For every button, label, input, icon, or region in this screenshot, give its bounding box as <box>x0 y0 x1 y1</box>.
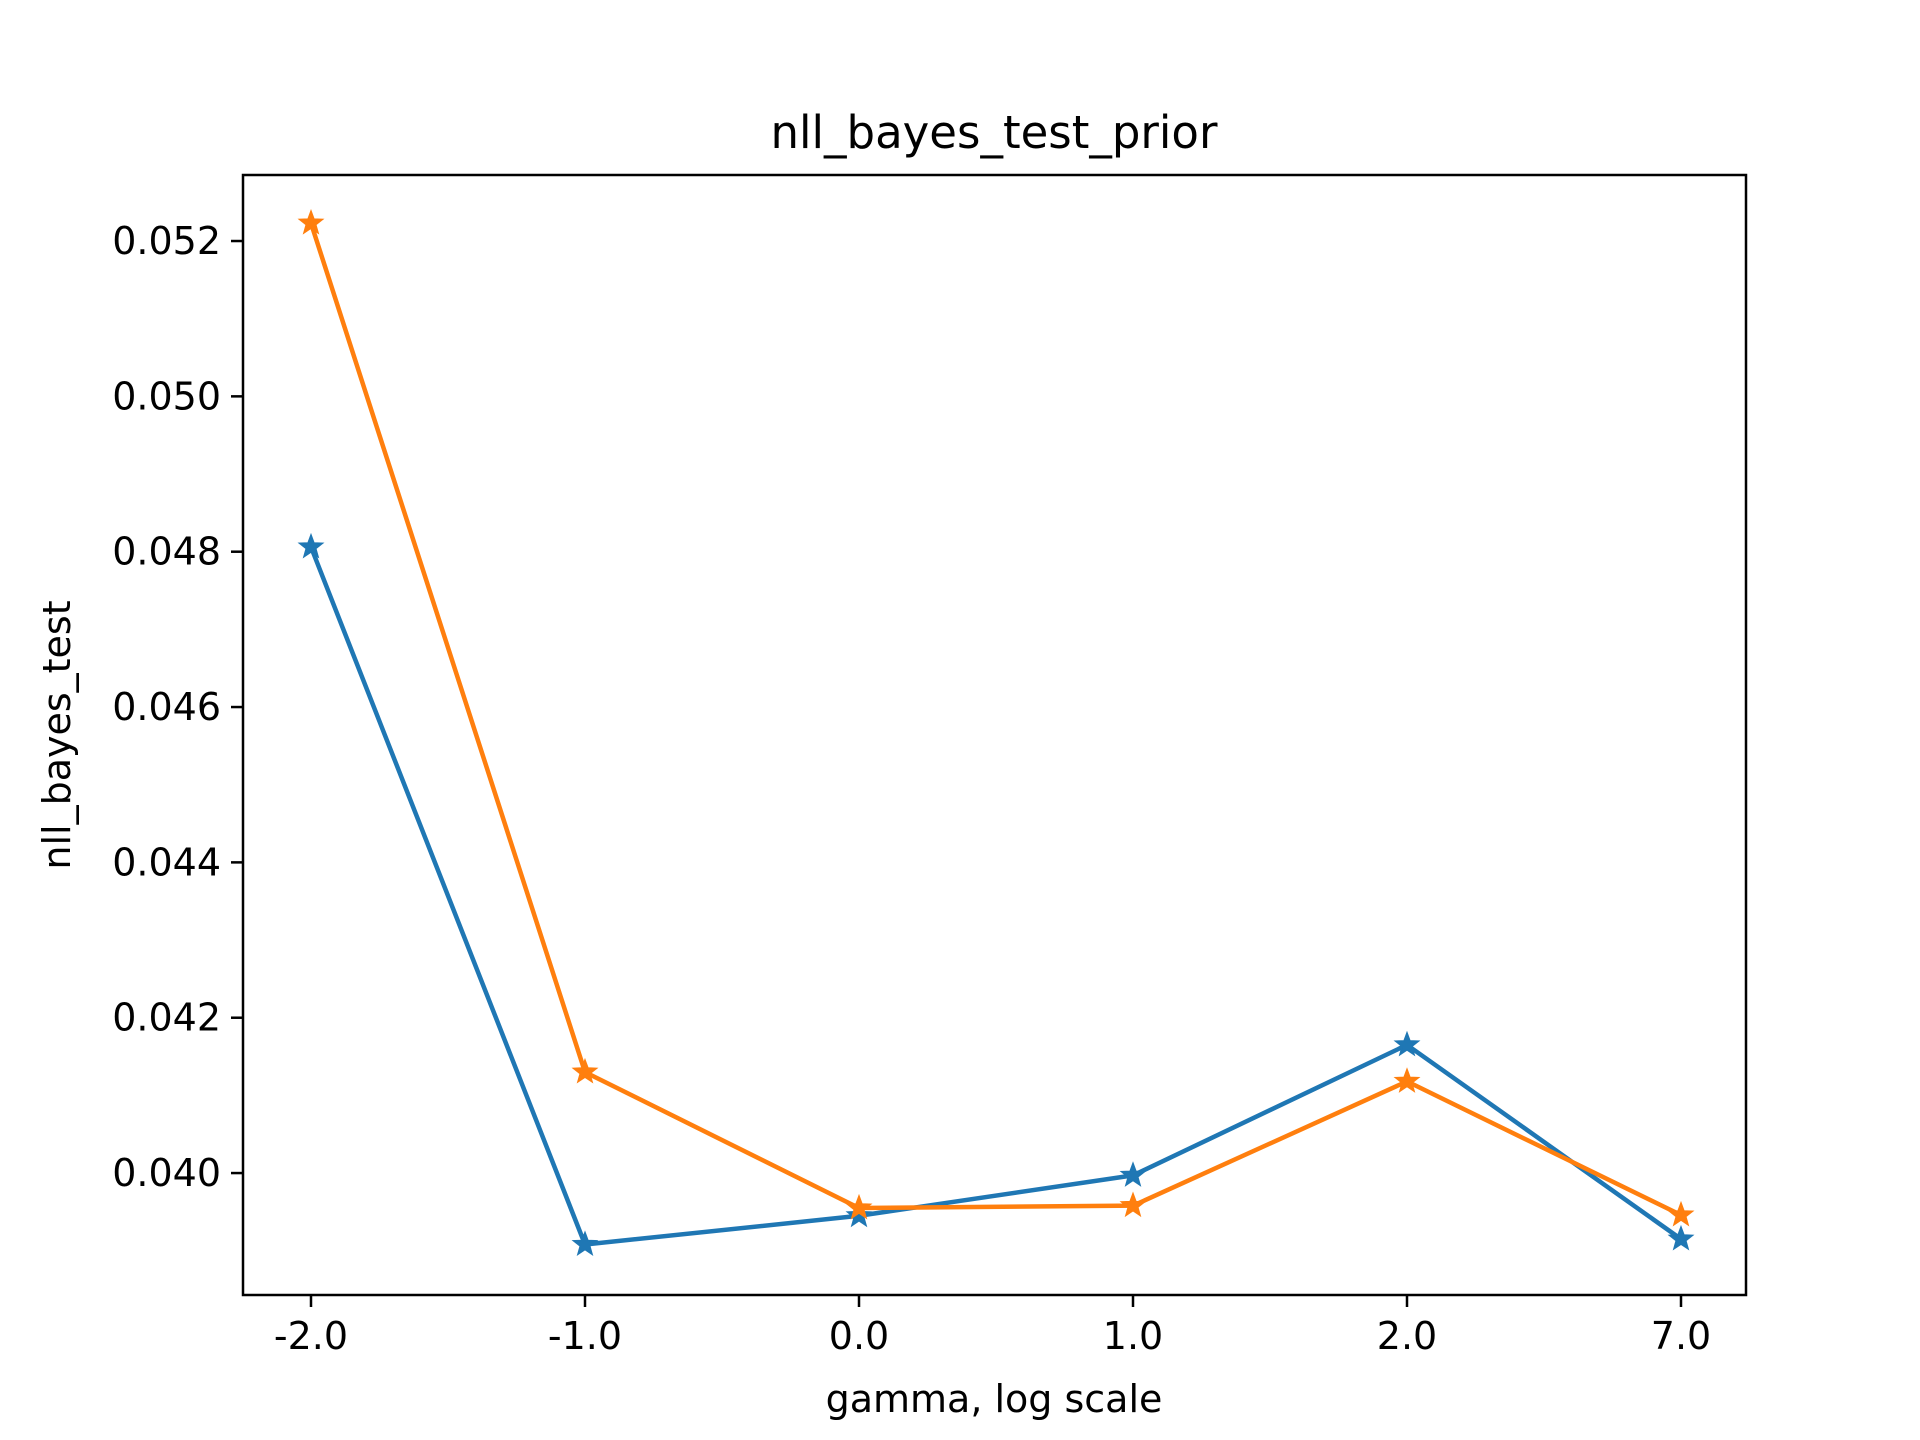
x-tick-label: 1.0 <box>1103 1314 1163 1358</box>
series-1-point <box>1667 1224 1695 1251</box>
series-2-point <box>1667 1200 1695 1227</box>
y-axis-label: nll_bayes_test <box>35 600 79 869</box>
series-2-point <box>1393 1067 1421 1093</box>
series-2-point <box>571 1057 599 1084</box>
series-1-point <box>1119 1161 1147 1187</box>
chart-title: nll_bayes_test_prior <box>771 106 1218 159</box>
series-line-2 <box>308 220 1685 1219</box>
series-1-point <box>297 532 325 559</box>
series-2-point <box>297 208 325 235</box>
x-axis: -2.0 -1.0 0.0 1.0 2.0 7.0 <box>274 1295 1711 1358</box>
series-layer <box>297 208 1695 1256</box>
plot-frame <box>241 173 1748 1297</box>
y-tick-label: 0.042 <box>112 996 221 1040</box>
x-tick-label: -1.0 <box>548 1314 622 1358</box>
y-tick-label: 0.050 <box>112 374 221 418</box>
y-tick-label: 0.044 <box>112 840 221 884</box>
series-1-point <box>571 1230 599 1256</box>
x-tick-label: 7.0 <box>1651 1314 1711 1358</box>
x-axis-label: gamma, log scale <box>826 1377 1163 1421</box>
series-2-point <box>845 1193 873 1220</box>
y-tick-label: 0.046 <box>112 685 221 729</box>
x-tick-label: -2.0 <box>274 1314 348 1358</box>
x-tick-label: 0.0 <box>829 1314 889 1358</box>
series-1-point <box>1393 1030 1421 1057</box>
y-tick-label: 0.048 <box>112 530 221 574</box>
y-tick-label: 0.052 <box>112 219 221 263</box>
y-tick-label: 0.040 <box>112 1151 221 1195</box>
x-tick-label: 2.0 <box>1377 1314 1437 1358</box>
series-2-point <box>1119 1191 1147 1218</box>
series-1-point <box>845 1201 873 1228</box>
y-axis: 0.040 0.042 0.044 0.046 0.048 0.050 0.052 <box>112 219 243 1195</box>
series-line-1 <box>308 544 1685 1247</box>
